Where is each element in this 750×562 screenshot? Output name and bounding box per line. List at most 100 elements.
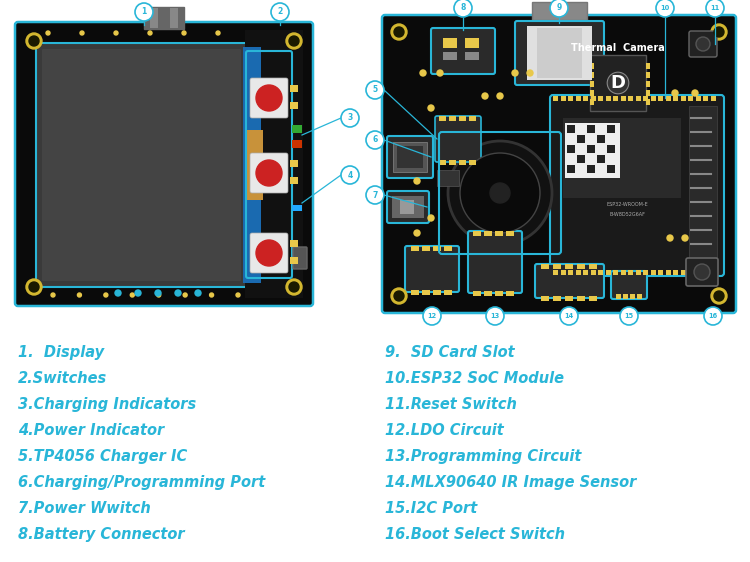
Text: 2.Switches: 2.Switches <box>18 371 107 386</box>
Bar <box>290 85 298 92</box>
Text: 11: 11 <box>710 5 720 11</box>
Circle shape <box>104 293 108 297</box>
Bar <box>605 96 610 101</box>
Text: 13: 13 <box>490 313 500 319</box>
Text: 2: 2 <box>278 7 283 16</box>
Bar <box>560 96 566 101</box>
Bar <box>290 240 298 247</box>
Bar <box>616 294 621 299</box>
Circle shape <box>437 70 443 76</box>
Bar <box>695 96 700 101</box>
FancyBboxPatch shape <box>431 28 495 74</box>
Text: 10.ESP32 SoC Module: 10.ESP32 SoC Module <box>385 371 564 386</box>
Bar <box>290 257 298 264</box>
FancyBboxPatch shape <box>42 49 241 281</box>
Text: 16: 16 <box>708 313 718 319</box>
Bar <box>643 270 648 275</box>
FancyBboxPatch shape <box>293 247 307 269</box>
Circle shape <box>482 93 488 99</box>
Circle shape <box>26 279 42 295</box>
Circle shape <box>711 288 727 304</box>
Circle shape <box>667 235 673 241</box>
Bar <box>439 116 446 121</box>
Bar <box>567 165 575 173</box>
Circle shape <box>706 0 724 17</box>
Bar <box>473 291 481 296</box>
Circle shape <box>550 0 568 17</box>
Bar <box>290 177 298 184</box>
FancyBboxPatch shape <box>387 191 429 223</box>
Bar <box>290 102 298 109</box>
Bar <box>658 270 663 275</box>
Bar <box>553 270 558 275</box>
Circle shape <box>656 0 674 17</box>
Bar <box>439 160 446 165</box>
Bar <box>673 270 678 275</box>
Bar <box>695 270 700 275</box>
Circle shape <box>115 290 121 296</box>
Bar <box>650 96 656 101</box>
Bar <box>495 291 503 296</box>
Bar <box>630 294 635 299</box>
Bar <box>444 246 452 251</box>
Circle shape <box>414 230 420 236</box>
Bar <box>150 8 158 28</box>
Bar <box>589 296 597 301</box>
Circle shape <box>289 282 299 292</box>
Bar <box>144 7 184 29</box>
Circle shape <box>620 307 638 325</box>
Text: B-W8D52G6AF: B-W8D52G6AF <box>609 212 645 217</box>
Circle shape <box>46 31 50 35</box>
Bar <box>433 246 441 251</box>
Bar <box>597 155 605 163</box>
Circle shape <box>714 291 724 301</box>
FancyBboxPatch shape <box>382 15 736 313</box>
Bar <box>292 140 302 148</box>
Bar <box>590 96 596 101</box>
Circle shape <box>394 291 404 301</box>
Bar <box>637 294 642 299</box>
Bar <box>469 160 476 165</box>
Bar <box>590 99 594 105</box>
Circle shape <box>157 293 160 297</box>
Text: 7: 7 <box>372 191 378 200</box>
Circle shape <box>271 3 289 21</box>
Bar <box>635 96 640 101</box>
Bar <box>646 63 650 69</box>
Bar <box>620 96 626 101</box>
Circle shape <box>130 293 134 297</box>
Bar <box>635 270 640 275</box>
Text: 5.TP4056 Charger IC: 5.TP4056 Charger IC <box>18 449 188 464</box>
Bar <box>400 200 414 214</box>
Bar <box>437 170 459 186</box>
Bar <box>590 90 594 96</box>
Bar <box>506 291 514 296</box>
Bar <box>646 72 650 78</box>
Circle shape <box>51 293 55 297</box>
Bar <box>443 38 457 48</box>
Circle shape <box>560 307 578 325</box>
Circle shape <box>454 0 472 17</box>
Circle shape <box>394 27 404 37</box>
Bar <box>598 270 603 275</box>
Bar <box>607 165 615 173</box>
Circle shape <box>694 264 710 280</box>
Text: 15: 15 <box>625 313 634 319</box>
FancyBboxPatch shape <box>250 78 288 118</box>
Text: 4: 4 <box>347 170 352 179</box>
Bar <box>590 55 646 111</box>
Bar <box>567 125 575 133</box>
Bar <box>245 30 303 298</box>
Circle shape <box>135 3 153 21</box>
Circle shape <box>391 24 407 40</box>
Text: 9.  SD Card Slot: 9. SD Card Slot <box>385 345 514 360</box>
Bar <box>560 270 566 275</box>
Bar <box>243 47 261 283</box>
Bar <box>607 145 615 153</box>
Bar <box>590 72 594 78</box>
Bar <box>703 96 708 101</box>
Text: 3.Charging Indicators: 3.Charging Indicators <box>18 397 196 412</box>
FancyBboxPatch shape <box>535 264 604 298</box>
Text: D: D <box>610 74 626 92</box>
FancyBboxPatch shape <box>689 31 717 57</box>
